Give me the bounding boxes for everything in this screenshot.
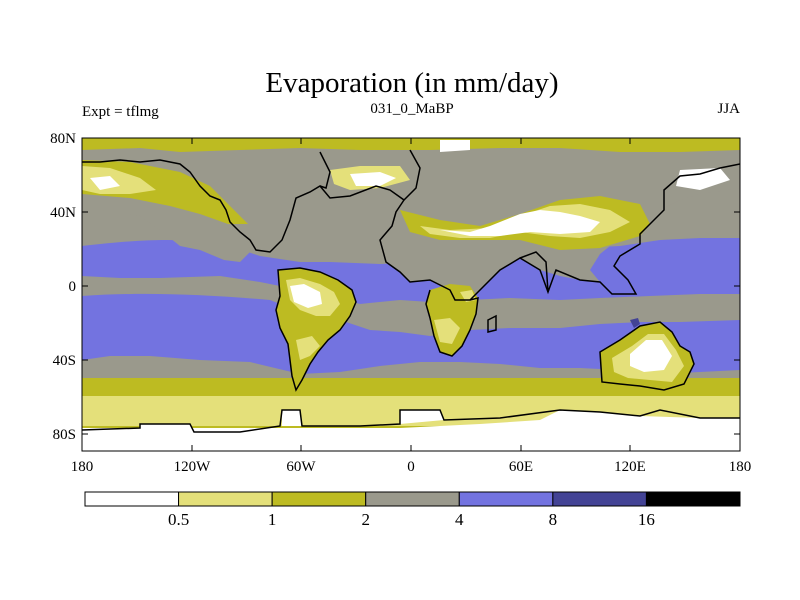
colorbar-level-label: 8 [549, 510, 558, 529]
lon-tick-label: 60W [286, 459, 316, 475]
lon-tick-label: 180 [71, 459, 94, 475]
colorbar-swatch [365, 491, 460, 507]
land-africa-pale [434, 290, 476, 344]
map-title: Evaporation (in mm/day) [265, 67, 558, 99]
colorbar-swatch [645, 491, 741, 507]
colorbar-level-label: 0.5 [168, 510, 189, 529]
lat-tick-label: 80S [53, 427, 76, 443]
lon-tick-label: 60E [509, 459, 533, 475]
lon-tick-label: 0 [407, 459, 415, 475]
land-south-america-white [290, 284, 322, 308]
coastline-greenland [319, 149, 421, 201]
colorbar-level-label: 2 [361, 510, 370, 529]
right-label: JJA [717, 101, 740, 117]
lon-tick-label: 120W [174, 459, 212, 475]
coastline-arabia [519, 251, 549, 293]
longitude-axis: 180 120W 60W 0 60E 120E 180 [71, 138, 752, 475]
lat-tick-label: 40S [53, 353, 76, 369]
colorbar-level-label: 4 [455, 510, 464, 529]
center-label: 031_0_MaBP [370, 101, 453, 117]
coastline-north [82, 159, 740, 301]
colorbar-swatch [271, 491, 367, 507]
colorbar-level-label: 1 [268, 510, 277, 529]
coastline-south-america [275, 267, 357, 392]
evaporation-field [82, 138, 740, 451]
lat-tick-label: 40N [50, 205, 76, 221]
deep-evaporation-spot [630, 318, 640, 328]
coastlines [82, 149, 740, 433]
latitude-axis: 80N 40N 0 40S 80S [50, 131, 740, 443]
lon-tick-label: 180 [729, 459, 752, 475]
colorbar-level-label: 16 [638, 510, 655, 529]
coastline-australia [599, 321, 695, 391]
land-australia-white [630, 340, 672, 372]
lat-tick-label: 80N [50, 131, 76, 147]
antarctic-ice-white [82, 410, 740, 451]
lat-tick-label: 0 [69, 279, 77, 295]
colorbar-swatch [458, 491, 554, 507]
colorbar-swatch [552, 491, 647, 507]
colorbar-swatch [84, 491, 180, 507]
coastline-madagascar [487, 314, 497, 333]
coastline-antarctica [82, 409, 740, 433]
ocean-band-south [82, 293, 740, 374]
lon-tick-label: 120E [614, 459, 646, 475]
coastline-africa [425, 289, 479, 357]
colorbar: 0.5 1 2 4 8 16 [84, 491, 741, 529]
left-label: Expt = tflmg [82, 104, 159, 120]
colorbar-swatch [178, 491, 273, 507]
